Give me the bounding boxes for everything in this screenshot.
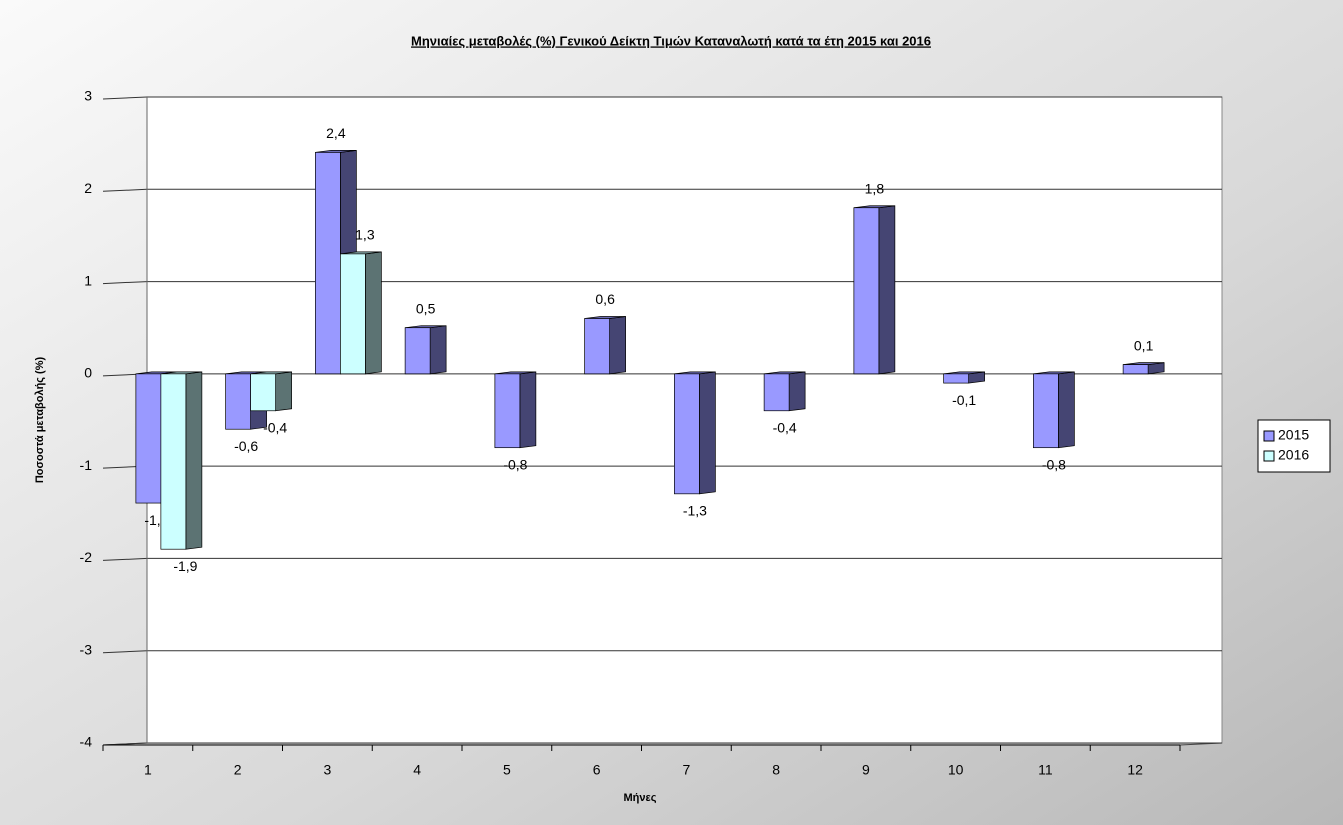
y-tick-label: 2: [84, 180, 92, 196]
value-label: 2,4: [326, 125, 346, 141]
legend-label: 2016: [1278, 447, 1309, 463]
bar-side: [788, 371, 806, 412]
bar-side: [519, 371, 537, 449]
x-tick-label: 3: [323, 762, 331, 778]
legend: [1257, 419, 1331, 473]
y-tick-label: -3: [80, 641, 93, 657]
grid-line: [102, 188, 148, 192]
bar-side: [275, 371, 292, 412]
y-tick-label: -4: [80, 734, 93, 750]
bar: [674, 373, 700, 495]
value-label: -0,4: [263, 419, 287, 435]
bar: [160, 373, 187, 550]
bar: [763, 373, 790, 412]
legend-label: 2015: [1278, 427, 1309, 443]
x-tick-label: 1: [144, 762, 152, 778]
y-tick-label: -2: [80, 549, 93, 565]
bar: [340, 253, 366, 375]
value-label: -0,4: [773, 419, 797, 435]
y-axis-label: Ποσοστά μεταβολής (%): [34, 357, 46, 484]
y-tick-label: -1: [80, 457, 93, 473]
bar-side: [365, 251, 382, 375]
x-tick-label: 2: [234, 762, 242, 778]
x-tick-label: 11: [1038, 762, 1053, 778]
bar: [853, 207, 880, 375]
x-tick-label: 6: [593, 762, 601, 778]
grid-line: [102, 557, 148, 561]
x-tick-label: 10: [948, 762, 964, 778]
bar-side: [429, 325, 447, 375]
bar-side: [699, 371, 716, 495]
x-axis-label: Μήνες: [624, 792, 657, 804]
x-tick-label: 7: [682, 762, 690, 778]
value-label: -1,3: [683, 503, 707, 519]
value-label: 1,3: [355, 227, 375, 243]
value-label: 1,8: [865, 180, 885, 196]
value-label: -0,8: [503, 456, 527, 472]
value-label: 0,1: [1134, 337, 1154, 353]
value-label: -0,1: [952, 392, 976, 408]
bar: [135, 373, 162, 504]
chart-title: Μηνιαίες μεταβολές (%) Γενικού Δείκτη Τι…: [411, 33, 931, 48]
grid-line: [102, 281, 148, 285]
y-tick-label: 0: [84, 365, 92, 381]
x-tick-label: 12: [1127, 762, 1143, 778]
value-label: -1,9: [173, 558, 197, 574]
legend-swatch: [1263, 430, 1275, 442]
x-tick-label: 5: [503, 762, 511, 778]
value-label: -0,8: [1042, 456, 1066, 472]
value-label: 0,6: [595, 291, 615, 307]
bar-side: [1058, 371, 1075, 449]
y-tick-label: 3: [84, 88, 92, 104]
bar: [943, 373, 969, 384]
bar: [1122, 364, 1149, 375]
x-tick-label: 4: [413, 762, 421, 778]
bar-side: [878, 205, 896, 375]
bar: [584, 318, 610, 375]
value-label: 0,5: [416, 300, 436, 316]
bar-side: [609, 316, 626, 375]
bar: [494, 373, 521, 449]
bar-side: [185, 371, 203, 550]
bar: [404, 327, 431, 375]
grid-line: [102, 96, 148, 100]
legend-swatch: [1263, 450, 1275, 462]
bar: [250, 373, 276, 412]
grid-line: [102, 650, 148, 654]
x-tick-label: 8: [772, 762, 780, 778]
bar: [1033, 373, 1059, 449]
bar: [315, 152, 341, 375]
bar: [225, 373, 251, 430]
y-tick-label: 1: [84, 272, 92, 288]
value-label: -0,6: [234, 438, 258, 454]
x-tick-label: 9: [862, 762, 870, 778]
